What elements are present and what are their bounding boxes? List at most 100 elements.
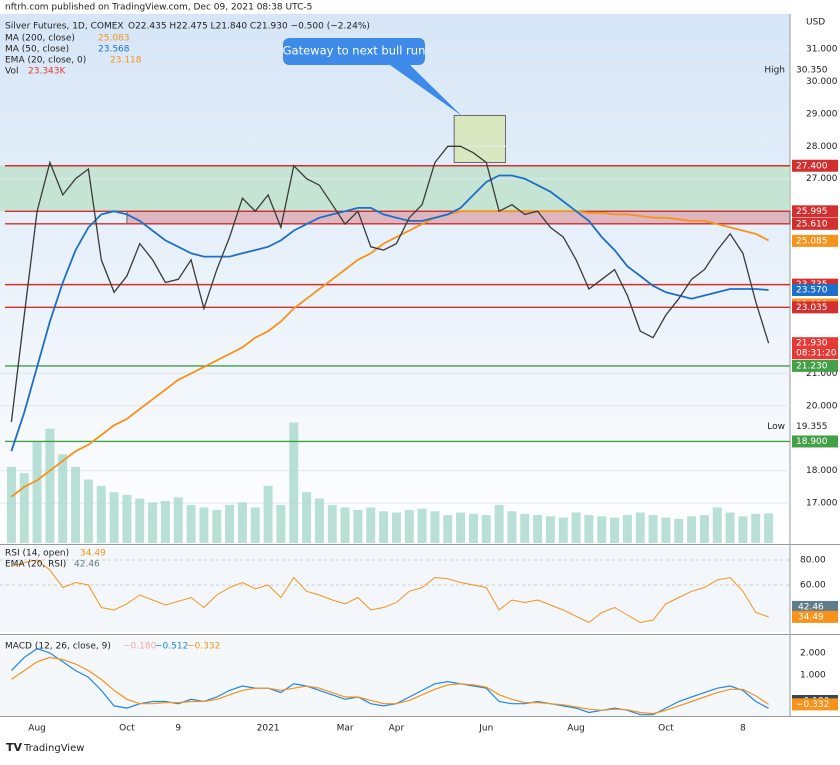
rsi-ema-value: 42.46 bbox=[74, 560, 100, 570]
price-tag bbox=[792, 420, 838, 433]
macd-tag bbox=[792, 698, 838, 711]
volume-bar bbox=[199, 507, 209, 543]
price-tag-label: 21.930 bbox=[796, 339, 828, 349]
y-tick-label: 60.00 bbox=[800, 581, 826, 591]
price-tag-note: High bbox=[764, 66, 785, 76]
x-tick-label: Aug bbox=[567, 724, 585, 734]
volume-bar bbox=[276, 504, 286, 543]
volume-bar bbox=[533, 515, 543, 543]
signal-line bbox=[11, 656, 769, 715]
volume-bar bbox=[314, 498, 324, 543]
rsi-value: 34.49 bbox=[80, 549, 106, 559]
rsi-tag bbox=[792, 610, 838, 623]
callout: Gateway to next bull run bbox=[283, 38, 462, 116]
x-tick-label: 2021 bbox=[257, 724, 280, 734]
volume-bar bbox=[32, 441, 42, 543]
volume-bar bbox=[173, 497, 183, 543]
footer-logo: TV TradingView bbox=[6, 741, 84, 754]
price-tag bbox=[792, 234, 838, 247]
price-tag-label: 25.610 bbox=[796, 219, 828, 229]
volume-bar bbox=[661, 517, 671, 543]
layer: 31.000 30.000 29.000 28.000 27.000 21.000 20.0… bbox=[0, 34, 838, 734]
price-tag bbox=[792, 283, 838, 296]
title: Silver Futures, 1D, COMEX bbox=[5, 22, 124, 32]
volume-bar bbox=[648, 515, 658, 543]
volume-bar bbox=[622, 515, 632, 543]
legend-name: EMA (20, close, 0) bbox=[5, 56, 86, 66]
price-tag-label: 27.400 bbox=[796, 161, 828, 171]
volume-bar bbox=[45, 428, 55, 543]
price-line bbox=[10, 145, 770, 423]
ohlc: O22.435 H22.475 L21.840 C21.930 −0.500 (… bbox=[128, 22, 370, 32]
x-tick-label: 9 bbox=[175, 724, 181, 734]
volume-bar bbox=[225, 504, 235, 543]
macd-signal: −0.332 bbox=[187, 642, 220, 652]
y-tick-label: 30.000 bbox=[806, 77, 838, 87]
volume-bar bbox=[186, 504, 196, 543]
volume-bar bbox=[635, 512, 645, 543]
annotation-box bbox=[453, 114, 506, 164]
volume-bar bbox=[545, 516, 555, 543]
y-tick-label: 31.000 bbox=[806, 44, 838, 54]
price-tag-note: 08:31:20 bbox=[796, 349, 837, 359]
volume-bar bbox=[404, 510, 414, 543]
y-tick-label: 27.000 bbox=[806, 174, 838, 184]
volume-bar bbox=[148, 502, 158, 543]
volume-bar bbox=[212, 510, 222, 543]
volume-bar bbox=[481, 515, 491, 543]
volume-bar bbox=[96, 485, 106, 543]
volume-bar bbox=[584, 515, 594, 543]
volume-bar bbox=[751, 513, 761, 543]
rsi-line bbox=[11, 559, 769, 624]
volume-bar bbox=[237, 502, 247, 543]
volume-bar bbox=[327, 504, 337, 543]
volume-bar bbox=[83, 479, 93, 543]
volume-bar bbox=[109, 492, 119, 543]
volume-bar bbox=[71, 466, 81, 543]
volume-bar bbox=[366, 507, 376, 543]
macd-name: MACD (12, 26, close, 9) bbox=[5, 642, 111, 652]
footer-text: TradingView bbox=[23, 743, 84, 754]
volume-bar bbox=[6, 466, 16, 543]
annotation-text: Gateway to next bull run bbox=[283, 44, 426, 58]
volume-bar bbox=[160, 501, 170, 543]
price-tag-label: 23.035 bbox=[796, 303, 828, 313]
volume-bar bbox=[417, 508, 427, 543]
volume-bar bbox=[379, 511, 389, 543]
price-tag bbox=[792, 435, 838, 448]
y-tick-label: 80.00 bbox=[800, 556, 826, 566]
price-tag-label: 30.350 bbox=[796, 66, 828, 76]
rsi-name: RSI (14, open) bbox=[5, 549, 69, 559]
y-tick-label: 1.000 bbox=[800, 671, 826, 681]
legend-value: 23.118 bbox=[110, 56, 142, 66]
volume-bar bbox=[674, 518, 684, 543]
callout-bubble bbox=[283, 38, 462, 116]
volume-bar bbox=[610, 517, 620, 543]
x-tick-label: Jun bbox=[478, 724, 493, 734]
rsi-tag bbox=[792, 600, 838, 613]
y-tick-label: 29.000 bbox=[806, 109, 838, 119]
volume-bar bbox=[507, 511, 517, 543]
volume-bar bbox=[712, 507, 722, 543]
logo-mark: TV bbox=[6, 741, 23, 754]
volume-bar bbox=[597, 516, 607, 543]
volume-bar bbox=[430, 511, 440, 543]
x-tick-label: 8 bbox=[740, 724, 746, 734]
volume-bar bbox=[468, 513, 478, 543]
y-tick-label: 28.000 bbox=[806, 142, 838, 152]
volume-bar bbox=[520, 513, 530, 543]
volume-bar bbox=[289, 422, 299, 543]
volume-bar bbox=[340, 507, 350, 543]
volume-bar bbox=[764, 513, 774, 543]
x-tick-label: Oct bbox=[119, 724, 135, 734]
legend-value: 25.083 bbox=[98, 34, 130, 44]
volume-bar bbox=[494, 504, 504, 543]
y-tick-label: 18.000 bbox=[806, 466, 838, 476]
currency: USD bbox=[806, 18, 825, 28]
volume-bar bbox=[58, 454, 68, 543]
price-tag bbox=[792, 205, 838, 218]
volume-bar bbox=[725, 512, 735, 543]
volume-bar bbox=[250, 507, 260, 543]
price-tag-label: 19.355 bbox=[796, 422, 828, 432]
